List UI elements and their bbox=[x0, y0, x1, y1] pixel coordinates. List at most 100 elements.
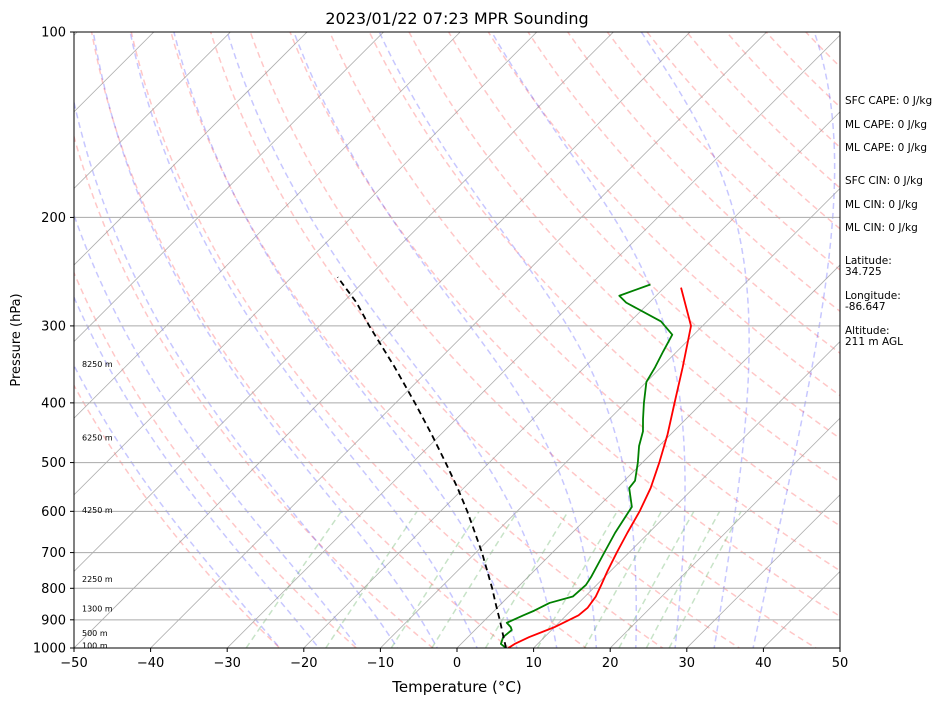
y-tick-label: 300 bbox=[41, 319, 66, 334]
moist-adiabat bbox=[92, 32, 439, 648]
x-tick-label: 20 bbox=[602, 656, 619, 671]
dry-adiabat bbox=[447, 32, 840, 440]
altitude-value: 211 m AGL bbox=[845, 336, 903, 348]
moist-adiabat bbox=[129, 32, 478, 648]
chart-title: 2023/01/22 07:23 MPR Sounding bbox=[325, 9, 588, 28]
dry-adiabat bbox=[566, 32, 840, 313]
pressure-gridlines bbox=[74, 216, 840, 621]
dry-adiabat bbox=[90, 32, 511, 648]
dry-adiabat bbox=[170, 32, 664, 648]
sfc-cape-text: SFC CAPE: 0 J/kg bbox=[845, 95, 932, 107]
x-tick-label: −30 bbox=[213, 656, 240, 671]
y-tick-label: 800 bbox=[41, 582, 66, 597]
isotherm bbox=[226, 34, 840, 648]
moist-adiabat bbox=[74, 212, 359, 648]
temperature-profile-line bbox=[507, 287, 692, 648]
isotherm bbox=[74, 32, 691, 648]
moist-adiabat bbox=[293, 32, 598, 648]
y-axis-ticks: 100 200 300 400 500 600 700 800 900 1000 bbox=[33, 26, 74, 657]
longitude-value: -86.647 bbox=[845, 301, 886, 313]
ml-cape-text-2: ML CAPE: 0 J/kg bbox=[845, 142, 927, 154]
mixing-ratio-line bbox=[325, 510, 418, 648]
height-label: 4250 m bbox=[82, 506, 113, 515]
x-tick-label: 30 bbox=[679, 656, 696, 671]
dry-adiabat bbox=[408, 32, 840, 483]
height-label: 100 m bbox=[82, 641, 108, 650]
x-tick-label: −20 bbox=[290, 656, 317, 671]
dry-adiabat bbox=[685, 32, 840, 189]
plot-frame bbox=[73, 31, 841, 649]
y-tick-label: 700 bbox=[41, 546, 66, 561]
y-tick-label: 500 bbox=[41, 456, 66, 471]
dry-adiabat bbox=[130, 32, 588, 648]
sounding-profiles bbox=[336, 276, 692, 648]
sounding-info-panel: SFC CAPE: 0 J/kg ML CAPE: 0 J/kg ML CAPE… bbox=[845, 95, 932, 348]
isotherm bbox=[74, 32, 461, 419]
dewpoint-profile-line bbox=[499, 283, 674, 648]
moist-adiabat bbox=[378, 32, 638, 648]
height-label: 1300 m bbox=[82, 604, 113, 613]
moist-adiabat bbox=[640, 32, 750, 648]
x-tick-label: 0 bbox=[453, 656, 461, 671]
y-tick-label: 100 bbox=[41, 26, 66, 41]
isotherm bbox=[303, 111, 840, 648]
x-axis-label: Temperature (°C) bbox=[391, 678, 521, 696]
latitude-label: Latitude: bbox=[845, 255, 892, 267]
moist-adiabat bbox=[752, 32, 836, 648]
x-tick-label: −50 bbox=[60, 656, 87, 671]
altitude-label: Altitude: bbox=[845, 325, 890, 337]
dry-adiabat bbox=[289, 32, 840, 618]
longitude-label: Longitude: bbox=[845, 290, 901, 302]
isotherm bbox=[74, 32, 538, 496]
moist-adiabat bbox=[74, 98, 399, 648]
sfc-cin-text: SFC CIN: 0 J/kg bbox=[845, 175, 923, 187]
mixing-ratio-line bbox=[245, 510, 343, 648]
height-label: 6250 m bbox=[82, 433, 113, 442]
isotherm bbox=[74, 32, 308, 266]
isotherm bbox=[686, 494, 840, 648]
moist-adiabat bbox=[490, 32, 686, 648]
height-label: 2250 m bbox=[82, 575, 113, 584]
mixing-ratio-line bbox=[645, 510, 721, 648]
ml-cape-text: ML CAPE: 0 J/kg bbox=[845, 119, 927, 131]
x-tick-label: 10 bbox=[525, 656, 542, 671]
isotherm bbox=[74, 32, 385, 343]
mixing-ratio-line bbox=[668, 510, 742, 648]
dry-adiabat bbox=[209, 32, 741, 648]
height-label: 500 m bbox=[82, 629, 108, 638]
moist-adiabat bbox=[226, 32, 558, 648]
latitude-value: 34.725 bbox=[845, 266, 882, 278]
ml-cin-text-2: ML CIN: 0 J/kg bbox=[845, 222, 918, 234]
x-tick-label: −40 bbox=[137, 656, 164, 671]
x-tick-label: 40 bbox=[755, 656, 772, 671]
y-tick-label: 900 bbox=[41, 613, 66, 628]
dry-adiabat bbox=[74, 270, 358, 648]
y-axis-label: Pressure (hPa) bbox=[9, 293, 24, 386]
x-tick-label: −10 bbox=[367, 656, 394, 671]
dry-adiabat bbox=[74, 383, 281, 648]
isotherm bbox=[456, 264, 840, 648]
y-tick-label: 1000 bbox=[33, 642, 66, 657]
height-labels: 100 m 500 m 1300 m 2250 m 4250 m 6250 m 8250 m bbox=[82, 360, 113, 650]
dry-adiabat bbox=[328, 32, 840, 572]
mixing-ratio-line bbox=[583, 510, 663, 648]
y-tick-label: 400 bbox=[41, 396, 66, 411]
isotherm bbox=[150, 32, 768, 648]
isotherm bbox=[74, 32, 231, 189]
ml-cin-text: ML CIN: 0 J/kg bbox=[845, 199, 918, 211]
background-lines bbox=[74, 18, 946, 661]
isotherm bbox=[74, 32, 155, 113]
parcel-profile-line bbox=[336, 276, 507, 648]
isotherm bbox=[904, 18, 946, 661]
x-axis-ticks: −50 −40 −30 −20 −10 0 10 20 30 40 50 bbox=[60, 648, 848, 671]
y-tick-label: 600 bbox=[41, 505, 66, 520]
moist-adiabat bbox=[173, 32, 518, 648]
isotherm bbox=[533, 341, 840, 648]
x-tick-label: 50 bbox=[832, 656, 849, 671]
height-label: 8250 m bbox=[82, 360, 113, 369]
mixing-ratio-line bbox=[484, 510, 569, 648]
isotherm bbox=[609, 417, 840, 648]
y-tick-label: 200 bbox=[41, 211, 66, 226]
dry-adiabat bbox=[368, 32, 840, 527]
